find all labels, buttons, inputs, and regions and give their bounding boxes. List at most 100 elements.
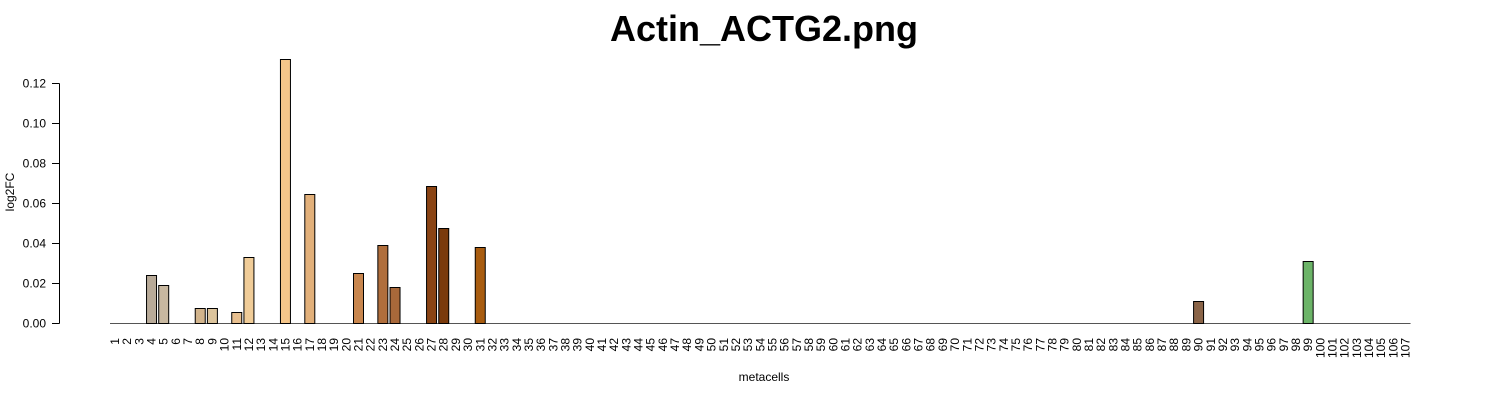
x-tick-label: 91: [1204, 338, 1218, 352]
x-tick-label: 90: [1192, 338, 1206, 352]
bar-21: [353, 273, 364, 324]
x-tick-label: 2: [120, 338, 134, 345]
bar-8: [194, 308, 206, 324]
x-tick-label: 72: [972, 338, 986, 352]
x-tick-labels: 1234567891011121314151617181920212223242…: [108, 338, 1413, 358]
x-tick-label: 99: [1301, 338, 1315, 352]
x-tick-label: 89: [1179, 338, 1193, 352]
x-tick-label: 54: [753, 338, 767, 352]
x-tick-label: 107: [1399, 338, 1413, 358]
x-tick-label: 93: [1228, 338, 1242, 352]
x-tick-label: 33: [498, 338, 512, 352]
x-tick-label: 38: [558, 338, 572, 352]
x-tick-label: 17: [303, 338, 317, 352]
x-tick-label: 83: [1106, 338, 1120, 352]
x-tick-label: 28: [437, 338, 451, 352]
x-tick-label: 74: [997, 338, 1011, 352]
x-tick-label: 79: [1058, 338, 1072, 352]
x-tick-label: 43: [619, 338, 633, 352]
x-tick-label: 16: [291, 338, 305, 352]
x-tick-label: 62: [851, 338, 865, 352]
x-tick-label: 65: [887, 338, 901, 352]
x-tick-label: 6: [169, 338, 183, 345]
bar-23: [377, 245, 389, 324]
x-tick-label: 86: [1143, 338, 1157, 352]
y-tick-label: 0.04: [23, 237, 47, 251]
x-tick-label: 5: [157, 338, 171, 345]
x-tick-label: 92: [1216, 338, 1230, 352]
x-tick-label: 8: [193, 338, 207, 345]
x-tick-label: 85: [1131, 338, 1145, 352]
x-tick-label: 19: [327, 338, 341, 352]
bar-4: [146, 275, 158, 324]
y-tick-label: 0.02: [23, 277, 47, 291]
x-tick-label: 21: [352, 338, 366, 352]
x-tick-label: 51: [717, 338, 731, 352]
x-tick-label: 18: [315, 338, 329, 352]
x-tick-label: 106: [1386, 338, 1400, 358]
x-tick-label: 1: [108, 338, 122, 345]
x-tick-label: 53: [741, 338, 755, 352]
x-tick-label: 70: [948, 338, 962, 352]
x-tick-label: 95: [1252, 338, 1266, 352]
bar-31: [474, 247, 486, 324]
x-tick-label: 61: [839, 338, 853, 352]
bar-27: [426, 186, 438, 324]
x-tick-label: 80: [1070, 338, 1084, 352]
x-tick-label: 97: [1277, 338, 1291, 352]
x-tick-label: 55: [765, 338, 779, 352]
x-tick-label: 84: [1119, 338, 1133, 352]
x-tick-label: 15: [278, 338, 292, 352]
x-tick-label: 48: [680, 338, 694, 352]
y-axis-label: log2FC: [3, 172, 17, 211]
x-tick-label: 81: [1082, 338, 1096, 352]
x-tick-label: 63: [863, 338, 877, 352]
x-tick-label: 88: [1167, 338, 1181, 352]
x-tick-label: 60: [826, 338, 840, 352]
x-tick-label: 58: [802, 338, 816, 352]
x-tick-label: 24: [388, 338, 402, 352]
x-tick-label: 94: [1240, 338, 1254, 352]
y-tick-label: 0.08: [23, 157, 47, 171]
x-tick-label: 34: [510, 338, 524, 352]
x-tick-label: 49: [692, 338, 706, 352]
bar-15: [279, 59, 291, 324]
x-tick-label: 35: [522, 338, 536, 352]
x-tick-label: 26: [412, 338, 426, 352]
y-tick-label: 0.10: [23, 117, 47, 131]
x-tick-label: 104: [1362, 338, 1376, 358]
x-tick-label: 56: [778, 338, 792, 352]
bar-5: [158, 285, 170, 324]
x-tick-label: 105: [1374, 338, 1388, 358]
x-tick-label: 9: [205, 338, 219, 345]
x-tick-label: 50: [705, 338, 719, 352]
x-tick-label: 14: [266, 338, 280, 352]
x-tick-label: 78: [1045, 338, 1059, 352]
x-tick-label: 22: [364, 338, 378, 352]
x-tick-label: 7: [181, 338, 195, 345]
bar-99: [1302, 261, 1314, 324]
x-tick-label: 37: [546, 338, 560, 352]
x-tick-label: 77: [1033, 338, 1047, 352]
bar-9: [206, 308, 218, 324]
x-tick-label: 42: [607, 338, 621, 352]
x-tick-label: 46: [656, 338, 670, 352]
y-axis: 0.00 0.02 0.04 0.06 0.08 0.10 0.12: [23, 77, 60, 331]
bar-12: [243, 257, 255, 324]
x-tick-label: 96: [1265, 338, 1279, 352]
x-tick-label: 29: [449, 338, 463, 352]
x-tick-label: 76: [1021, 338, 1035, 352]
x-tick-label: 32: [485, 338, 499, 352]
x-tick-label: 45: [644, 338, 658, 352]
x-tick-label: 41: [595, 338, 609, 352]
x-tick-label: 82: [1094, 338, 1108, 352]
x-tick-label: 68: [924, 338, 938, 352]
x-tick-label: 69: [936, 338, 950, 352]
bar-28: [438, 228, 450, 324]
x-tick-label: 31: [473, 338, 487, 352]
x-tick-label: 3: [132, 338, 146, 345]
y-tick-label: 0.12: [23, 77, 47, 91]
bar-17: [304, 194, 316, 324]
x-tick-label: 59: [814, 338, 828, 352]
x-tick-label: 100: [1313, 338, 1327, 358]
